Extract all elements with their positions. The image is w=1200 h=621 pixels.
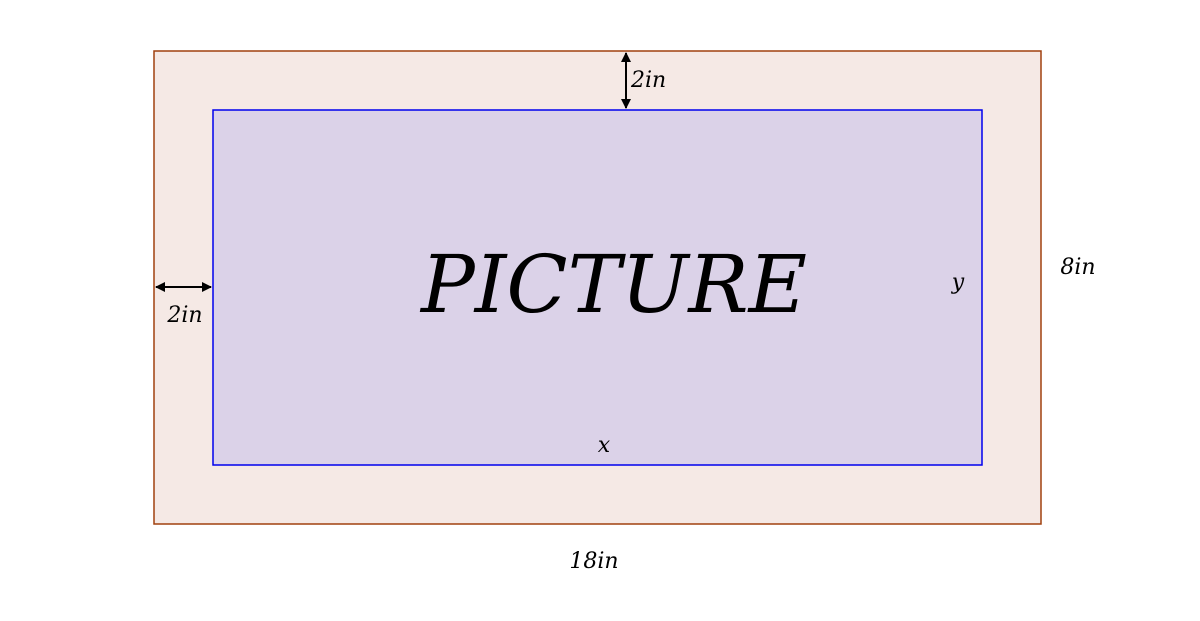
picture-area xyxy=(212,109,983,466)
inner-width-label: x xyxy=(598,433,611,458)
picture-label: PICTURE xyxy=(419,238,807,331)
outer-width-label: 18in xyxy=(569,549,618,574)
inner-height-label: y xyxy=(951,270,965,295)
top-margin-label: 2in xyxy=(630,68,666,93)
outer-height-label: 8in xyxy=(1060,255,1095,280)
left-margin-label: 2in xyxy=(166,303,202,328)
